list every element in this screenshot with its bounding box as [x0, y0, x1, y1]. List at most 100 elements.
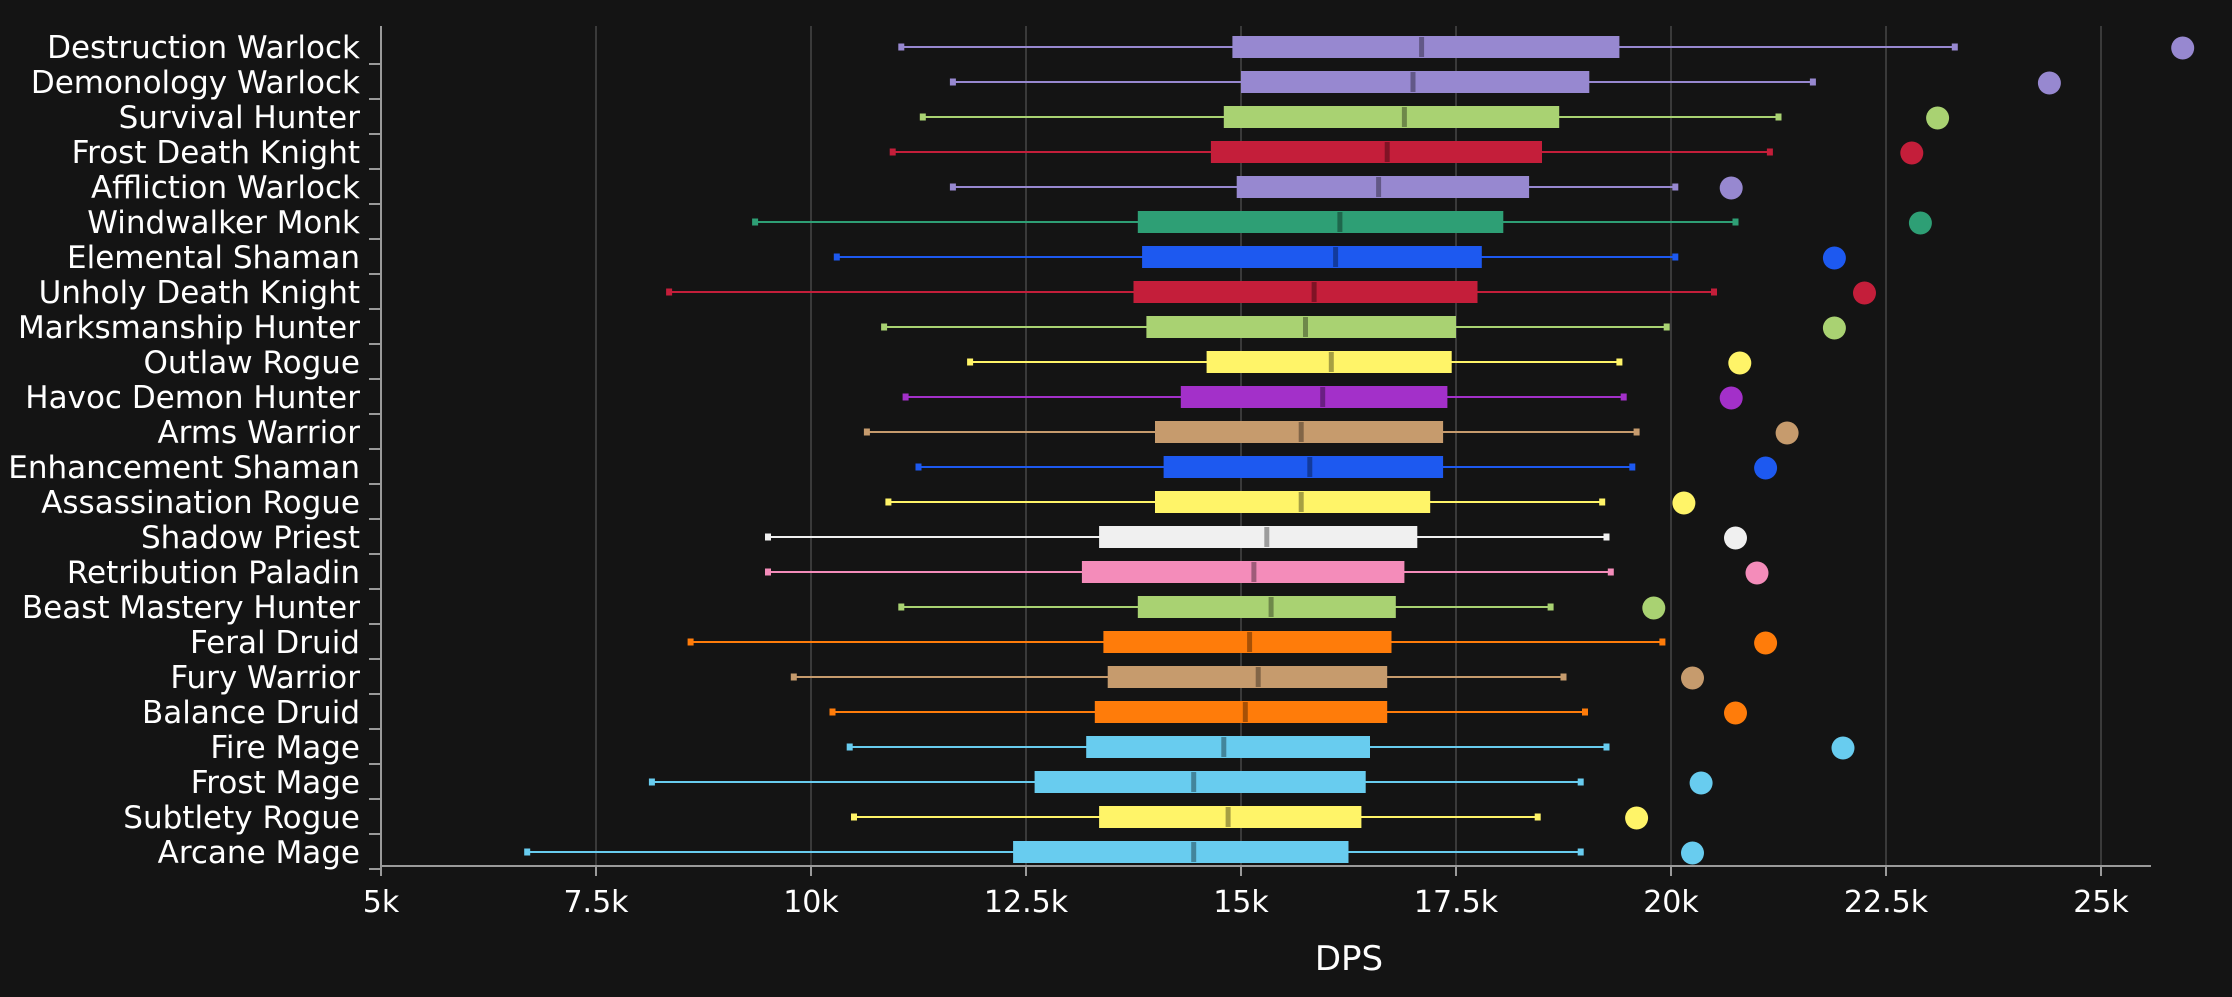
box	[1107, 666, 1388, 688]
median-marker	[1242, 702, 1248, 722]
box-series	[902, 386, 1743, 410]
whisker-min-cap	[790, 673, 797, 681]
box	[1232, 36, 1620, 58]
median-marker	[1328, 352, 1334, 372]
box	[1094, 701, 1388, 723]
box-series	[833, 246, 1846, 270]
whisker-max-cap	[1560, 673, 1567, 681]
category-label: Subtlety Rogue	[123, 800, 360, 836]
box	[1086, 736, 1370, 758]
x-axis-title: DPS	[1315, 939, 1383, 979]
box-series	[687, 631, 1778, 655]
category-label: Frost Death Knight	[72, 135, 360, 171]
outlier-point	[1775, 421, 1799, 445]
median-marker	[1247, 632, 1253, 652]
outlier-point	[1625, 806, 1649, 830]
category-label: Assassination Rogue	[41, 485, 360, 521]
outlier-point	[1689, 771, 1713, 795]
whisker-max-cap	[1616, 358, 1623, 366]
outlier-point	[1681, 666, 1704, 690]
x-tick-label: 12.5k	[984, 885, 1069, 920]
outlier-point	[1724, 701, 1747, 725]
category-label: Feral Druid	[190, 625, 360, 661]
box-series	[765, 526, 1747, 550]
box-series	[666, 281, 1876, 305]
whisker-max-cap	[1534, 813, 1541, 821]
median-marker	[1384, 142, 1390, 162]
whisker-min-cap	[829, 708, 836, 716]
median-marker	[1264, 527, 1270, 547]
median-marker	[1221, 737, 1227, 757]
whisker-max-cap	[1620, 393, 1627, 401]
category-label: Retribution Paladin	[67, 555, 360, 591]
outlier-point	[1642, 596, 1666, 620]
category-label: Outlaw Rogue	[143, 345, 360, 381]
box	[1013, 841, 1349, 863]
whisker-min-cap	[881, 323, 888, 331]
box	[1137, 596, 1396, 618]
whisker-min-cap	[967, 358, 974, 366]
category-label: Arms Warrior	[157, 415, 360, 451]
outlier-point	[1822, 246, 1846, 270]
outlier-point	[1728, 351, 1752, 375]
outlier-point	[1754, 456, 1778, 480]
whisker-min-cap	[765, 568, 771, 576]
whisker-min-cap	[851, 813, 857, 821]
box-series	[765, 561, 1769, 585]
median-marker	[1303, 317, 1308, 337]
whisker-max-cap	[1775, 113, 1782, 121]
whisker-min-cap	[648, 778, 655, 786]
box-series	[881, 316, 1846, 340]
box-series	[967, 351, 1752, 375]
category-label: Shadow Priest	[141, 520, 360, 556]
median-marker	[1320, 387, 1326, 407]
box	[1099, 806, 1362, 828]
whisker-min-cap	[919, 113, 926, 121]
box-series	[524, 841, 1704, 865]
category-label: Demonology Warlock	[31, 65, 360, 101]
median-marker	[1251, 562, 1257, 582]
whisker-max-cap	[1577, 778, 1584, 786]
outlier-point	[1831, 736, 1855, 760]
category-label: Beast Mastery Hunter	[22, 590, 360, 626]
outlier-point	[1724, 526, 1747, 550]
outlier-point	[1719, 386, 1743, 410]
whisker-min-cap	[889, 148, 896, 156]
box	[1081, 561, 1405, 583]
median-marker	[1307, 457, 1313, 477]
box	[1236, 176, 1530, 198]
outlier-point	[1745, 561, 1769, 585]
outlier-point	[2037, 71, 2061, 95]
box-series	[863, 421, 1799, 445]
box	[1099, 526, 1418, 548]
whisker-min-cap	[752, 218, 759, 226]
category-label: Balance Druid	[142, 695, 360, 731]
outlier-point	[1719, 176, 1743, 200]
whisker-min-cap	[885, 498, 892, 506]
box-series	[752, 211, 1932, 235]
box-series	[889, 141, 1924, 165]
box-series	[949, 176, 1743, 200]
box	[1146, 316, 1456, 338]
box	[1163, 456, 1444, 478]
box	[1137, 211, 1504, 233]
x-tick-label: 25k	[2073, 885, 2129, 920]
box	[1210, 141, 1542, 163]
box-series	[846, 736, 1855, 760]
median-marker	[1337, 212, 1343, 232]
category-label: Fire Mage	[210, 730, 360, 766]
median-marker	[1191, 772, 1197, 792]
whisker-max-cap	[1603, 533, 1610, 541]
outlier-point	[1672, 491, 1696, 515]
category-label: Enhancement Shaman	[8, 450, 360, 486]
whisker-max-cap	[1672, 253, 1679, 261]
median-marker	[1225, 807, 1231, 827]
median-marker	[1311, 282, 1317, 302]
box-series	[949, 71, 2061, 95]
box	[1180, 386, 1448, 408]
whisker-max-cap	[1599, 498, 1606, 506]
whisker-min-cap	[765, 533, 771, 541]
whisker-min-cap	[898, 43, 905, 51]
